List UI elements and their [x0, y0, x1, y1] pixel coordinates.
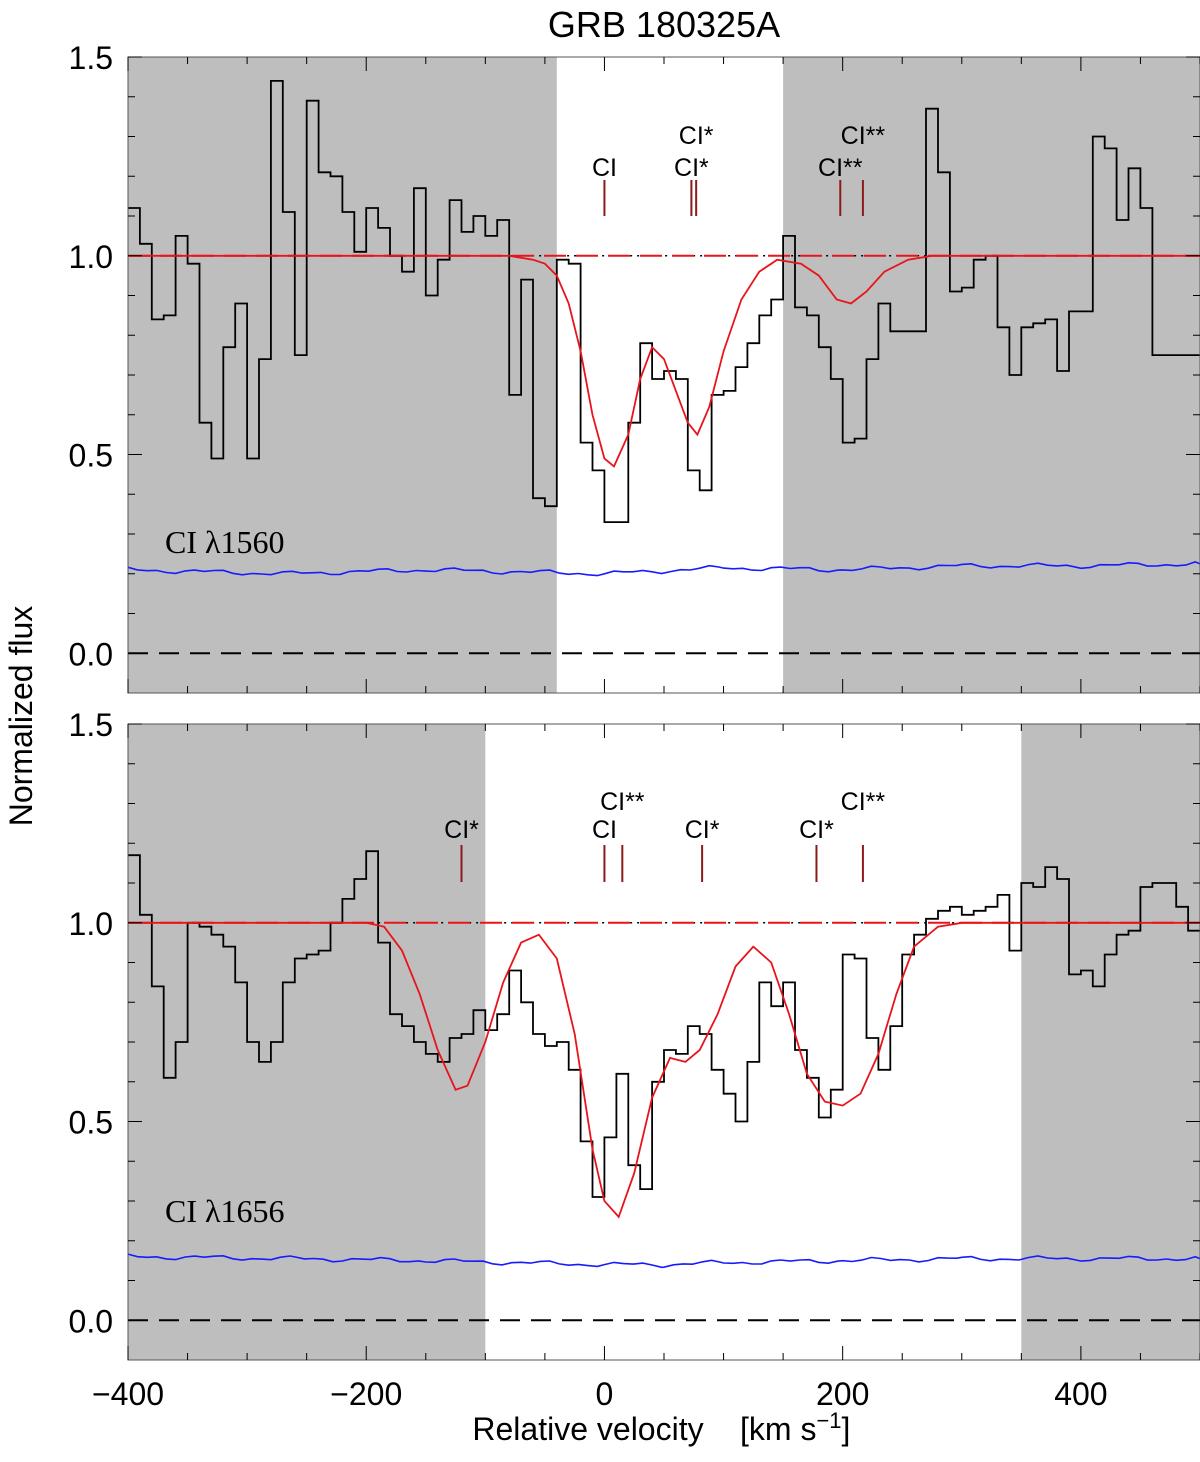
data-spectrum [128, 850, 1200, 1198]
y-tick-label: 0.5 [69, 438, 113, 474]
x-axis-unit-exponent: −1 [816, 1408, 841, 1433]
y-tick-label: 1.0 [69, 239, 113, 275]
y-axis-label: Normalized flux [3, 606, 39, 827]
x-tick-label: 200 [816, 1376, 869, 1412]
x-axis-label: Relative velocity [km s−1] [472, 1408, 850, 1447]
shaded-region-right [783, 57, 1200, 693]
line-marker-label: CI** [600, 788, 645, 816]
panel-top: 0.0 0.5 1.0 1.5 CI CI* CI* CI** CI** CI λ1560 [69, 40, 1200, 694]
x-tick-label: −400 [92, 1376, 164, 1412]
line-marker-label: CI* [679, 122, 714, 150]
y-tick-label: 1.5 [69, 707, 113, 743]
x-tick-label: −200 [330, 1376, 402, 1412]
x-axis-unit-suffix: ] [842, 1411, 851, 1447]
model-fit [128, 921, 1200, 1219]
x-axis-unit-prefix: [km s [740, 1411, 816, 1447]
error-spectrum [127, 1253, 1200, 1269]
y-tick-label: 0.0 [69, 636, 113, 672]
shaded-region-right [1021, 724, 1200, 1360]
y-tick-label: 0.5 [69, 1105, 113, 1141]
transition-label: CI λ1656 [165, 1193, 285, 1229]
y-tick-label: 1.0 [69, 906, 113, 942]
error-spectrum [127, 561, 1200, 577]
x-axis-label-main: Relative velocity [472, 1411, 703, 1447]
line-marker-label: CI* [444, 816, 479, 844]
line-marker-label: CI* [799, 816, 834, 844]
line-marker-label: CI* [674, 154, 709, 182]
line-marker-label: CI* [685, 816, 720, 844]
model-fit [128, 254, 1200, 468]
line-marker-label: CI [592, 154, 617, 182]
figure-title: GRB 180325A [548, 4, 780, 45]
line-marker-label: CI** [841, 122, 886, 150]
line-marker-label: CI [592, 816, 617, 844]
line-marker-label: CI** [818, 154, 863, 182]
x-tick-label: 0 [596, 1376, 614, 1412]
transition-label: CI λ1560 [165, 524, 285, 560]
line-marker-label: CI** [841, 788, 886, 816]
x-axis-label-unit: [km s−1] [740, 1408, 850, 1447]
y-tick-label: 0.0 [69, 1303, 113, 1339]
x-tick-label: 400 [1054, 1376, 1107, 1412]
y-tick-label: 1.5 [69, 40, 113, 76]
shaded-region-left [128, 57, 557, 693]
